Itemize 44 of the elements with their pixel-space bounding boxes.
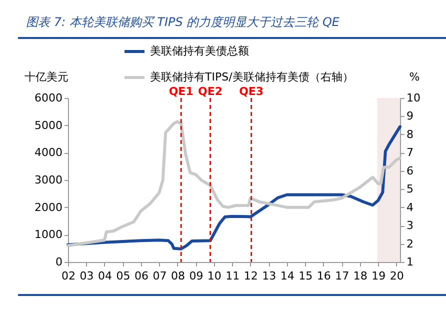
ref-line-label: QE3 bbox=[239, 85, 264, 98]
y2-tick-label: 6 bbox=[406, 164, 414, 178]
ref-line-label: QE1 bbox=[168, 85, 194, 98]
x-tick-label: 19 bbox=[372, 270, 386, 282]
y-tick-label: 5000 bbox=[34, 118, 62, 132]
y2-tick-label: 1 bbox=[406, 256, 414, 268]
ref-line-label: QE2 bbox=[198, 85, 223, 98]
x-tick-label: 02 bbox=[62, 270, 76, 282]
x-tick-label: 05 bbox=[116, 270, 130, 282]
y2-tick-label: 4 bbox=[406, 200, 414, 214]
y2-tick-label: 8 bbox=[406, 128, 414, 141]
y2-tick-label: 9 bbox=[406, 110, 414, 123]
y-tick-label: 4000 bbox=[34, 146, 62, 160]
x-tick-label: 08 bbox=[170, 270, 185, 282]
x-tick-label: 17 bbox=[335, 270, 350, 282]
x-tick-label: 16 bbox=[316, 270, 331, 282]
x-tick-label: 15 bbox=[298, 270, 313, 282]
x-tick-label: 07 bbox=[152, 270, 167, 282]
x-tick-label: 20 bbox=[390, 270, 404, 282]
x-tick-label: 14 bbox=[280, 270, 294, 282]
y2-tick-label: 3 bbox=[406, 219, 414, 232]
x-tick-label: 13 bbox=[262, 270, 276, 282]
x-tick-label: 09 bbox=[189, 270, 204, 282]
y2-tick-label: 7 bbox=[406, 146, 414, 160]
legend-label: 美联储持有TIPS/美联储持有美债（右轴） bbox=[150, 70, 354, 84]
y-tick-label: 6000 bbox=[34, 92, 62, 104]
x-tick-label: 10 bbox=[207, 270, 222, 282]
y-tick-label: 1000 bbox=[34, 228, 62, 242]
y-axis-title: 十亿美元 bbox=[24, 70, 68, 84]
x-tick-label: 11 bbox=[226, 270, 240, 282]
chart-title: 图表 7: 本轮美联储购买 TIPS 的力度明显大于过去三轮 QE bbox=[26, 14, 340, 31]
x-tick-label: 18 bbox=[353, 270, 368, 282]
y-tick-label: 0 bbox=[56, 256, 62, 268]
y-tick-label: 3000 bbox=[34, 174, 62, 186]
x-tick-label: 04 bbox=[98, 270, 112, 282]
x-tick-label: 12 bbox=[244, 270, 258, 282]
y2-tick-label: 2 bbox=[406, 237, 414, 250]
y2-axis-title: % bbox=[409, 70, 420, 84]
legend-label: 美联储持有美债总额 bbox=[150, 44, 249, 58]
x-tick-label: 03 bbox=[80, 270, 94, 282]
y2-tick-label: 10 bbox=[406, 92, 420, 104]
y2-tick-label: 5 bbox=[406, 182, 414, 196]
x-tick-label: 06 bbox=[134, 270, 148, 282]
y-tick-label: 2000 bbox=[34, 200, 62, 214]
